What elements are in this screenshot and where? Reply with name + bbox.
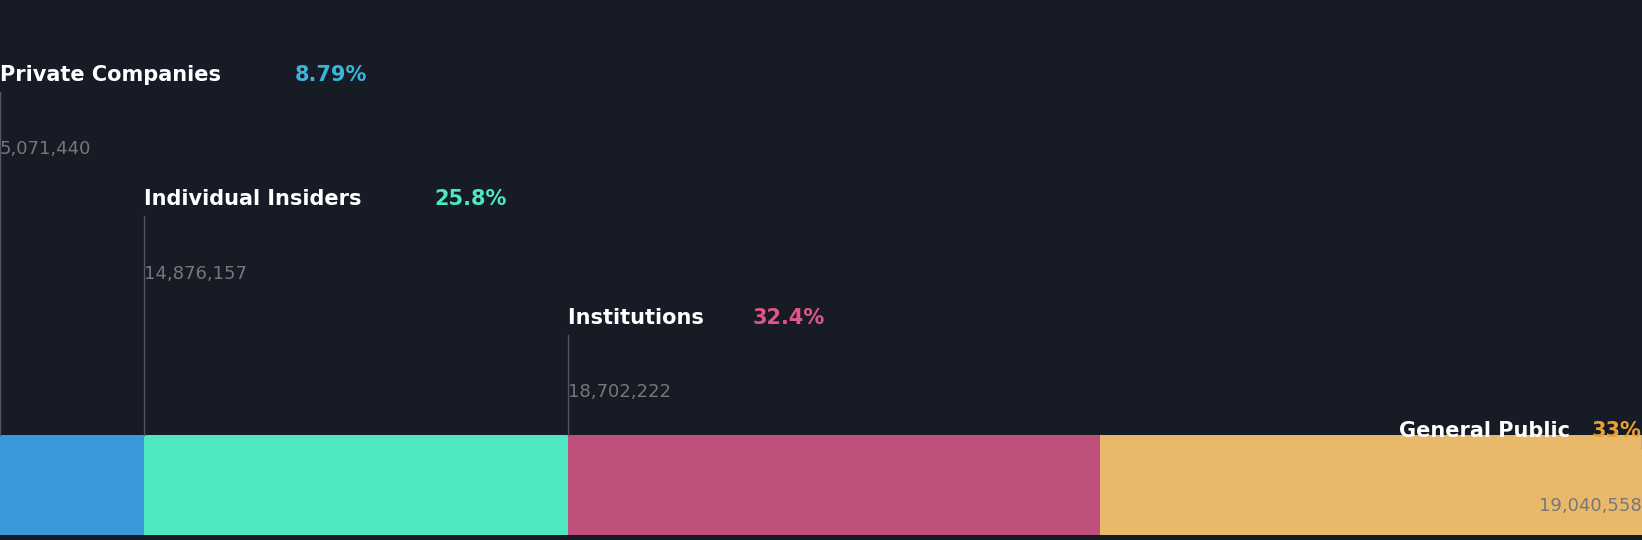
Bar bbox=[0, 435, 144, 535]
Text: 33%: 33% bbox=[1593, 421, 1642, 441]
Text: 19,040,558: 19,040,558 bbox=[1539, 497, 1642, 515]
Text: 32.4%: 32.4% bbox=[752, 308, 824, 328]
Text: Individual Insiders: Individual Insiders bbox=[144, 189, 369, 209]
Text: General Public: General Public bbox=[1399, 421, 1578, 441]
Text: 5,071,440: 5,071,440 bbox=[0, 140, 92, 158]
Text: 8.79%: 8.79% bbox=[294, 65, 366, 85]
Text: Private Companies: Private Companies bbox=[0, 65, 228, 85]
Text: Institutions: Institutions bbox=[568, 308, 711, 328]
Bar bbox=[568, 435, 1100, 535]
Bar bbox=[144, 435, 568, 535]
Bar bbox=[1100, 435, 1642, 535]
Text: 18,702,222: 18,702,222 bbox=[568, 383, 672, 401]
Text: 14,876,157: 14,876,157 bbox=[144, 265, 248, 282]
Text: 25.8%: 25.8% bbox=[435, 189, 507, 209]
